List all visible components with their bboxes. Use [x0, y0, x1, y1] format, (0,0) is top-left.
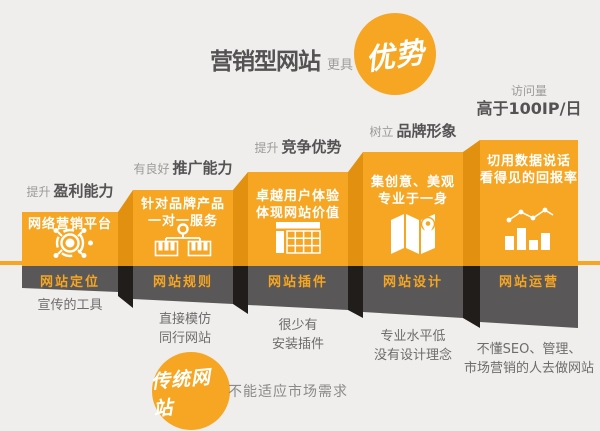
traditional-website-note: 不能适应市场需求 — [228, 384, 348, 400]
step4-heading-line1: 集创意、美观 — [370, 175, 455, 190]
shadow-step2-step3 — [233, 266, 248, 314]
shadow-step4-step5 — [463, 266, 480, 328]
step4-caption-line1: 专业水平低 — [380, 329, 446, 344]
step5-heading-line1: 切用数据说话 — [486, 154, 571, 169]
step4-annotation-label: 品牌形象 — [396, 122, 457, 140]
step3-annotation: 提升 竞争优势 — [235, 139, 361, 156]
step5-annotation-prefix: 访问量 — [510, 84, 547, 98]
step2-annotation-label: 推广能力 — [172, 159, 233, 177]
step2-label-bar: 网站规则 — [133, 266, 233, 304]
step4-heading-line2: 专业于一身 — [377, 192, 448, 207]
step5-label-bar: 网站运营 — [480, 266, 578, 328]
step1-annotation-prefix: 提升 — [26, 185, 51, 199]
step5-caption-line1: 不懂SEO、管理、 — [476, 342, 582, 357]
step5-label: 网站运营 — [498, 275, 559, 290]
step1-label: 网站定位 — [39, 275, 100, 290]
step3-panel: 卓越用户体验 体现网站价值 — [248, 172, 348, 266]
step3-annotation-label: 竞争优势 — [281, 138, 342, 156]
org-hierarchy-icon — [154, 223, 212, 261]
table-grid-icon — [274, 221, 322, 258]
fold-step3-step4 — [348, 152, 363, 266]
step4-annotation-prefix: 树立 — [369, 125, 394, 139]
step3-caption-line1: 很少有 — [278, 318, 318, 333]
shadow-step3-step4 — [348, 266, 363, 318]
step5-caption-line2: 市场营销的人去做网站 — [463, 361, 594, 376]
traditional-website-badge-label: 传统网站 — [150, 366, 212, 421]
advantage-badge: 优势 — [354, 13, 436, 95]
step2-caption: 直接模仿 同行网站 — [125, 310, 245, 348]
fold-step4-step5 — [463, 140, 480, 266]
step3-label: 网站插件 — [267, 275, 328, 290]
target-network-icon — [47, 226, 93, 264]
step4-caption-line2: 没有设计理念 — [373, 348, 452, 363]
step3-caption-line2: 安装插件 — [271, 337, 324, 352]
fold-step1-step2 — [118, 190, 133, 266]
step5-annotation-label: 高于100IP/日 — [476, 99, 582, 118]
step2-heading-line2: 一对一服务 — [147, 214, 218, 229]
step1-heading: 网络营销平台 — [27, 217, 112, 232]
step2-annotation-prefix: 有良好 — [133, 162, 170, 176]
step2-annotation: 有良好 推广能力 — [120, 160, 246, 177]
step3-annotation-prefix: 提升 — [254, 141, 279, 155]
title-more: 更具 — [327, 58, 354, 73]
bar-chart-icon — [502, 205, 556, 254]
step4-panel: 集创意、美观 专业于一身 — [363, 152, 463, 266]
step3-heading-line2: 体现网站价值 — [255, 206, 340, 221]
step4-caption: 专业水平低 没有设计理念 — [353, 327, 473, 365]
step4-label-bar: 网站设计 — [363, 266, 463, 318]
shadow-step1-step2 — [118, 266, 133, 308]
step2-heading-line1: 针对品牌产品 — [140, 197, 225, 212]
step2-caption-line2: 同行网站 — [158, 331, 211, 346]
step5-panel: 切用数据说话 看得见的回报率 — [480, 140, 578, 266]
advantage-badge-label: 优势 — [363, 34, 428, 77]
step4-label: 网站设计 — [382, 275, 443, 290]
step1-caption: 宣传的工具 — [12, 296, 128, 315]
step1-caption-line1: 宣传的工具 — [37, 298, 103, 313]
page-title: 营销型网站 更具 — [210, 42, 353, 76]
map-pin-icon — [387, 210, 439, 258]
step5-caption: 不懂SEO、管理、 市场营销的人去做网站 — [448, 340, 600, 378]
step1-annotation: 提升 盈利能力 — [7, 183, 133, 200]
step4-annotation: 树立 品牌形象 — [350, 123, 476, 140]
step2-caption-line1: 直接模仿 — [158, 312, 211, 327]
fold-step2-step3 — [233, 172, 248, 266]
step2-label: 网站规则 — [152, 275, 213, 290]
step5-heading-line2: 看得见的回报率 — [480, 171, 579, 186]
step1-label-bar: 网站定位 — [22, 266, 118, 292]
title-main: 营销型网站 — [210, 49, 321, 75]
step3-heading-line1: 卓越用户体验 — [255, 189, 340, 204]
step3-label-bar: 网站插件 — [248, 266, 348, 310]
step1-annotation-label: 盈利能力 — [53, 182, 114, 200]
step2-panel: 针对品牌产品 一对一服务 — [133, 190, 233, 266]
step1-panel: 网络营销平台 — [22, 212, 118, 266]
step5-annotation: 访问量 高于100IP/日 — [454, 84, 600, 118]
traditional-website-badge: 传统网站 — [150, 352, 230, 430]
step3-caption: 很少有 安装插件 — [238, 316, 358, 354]
